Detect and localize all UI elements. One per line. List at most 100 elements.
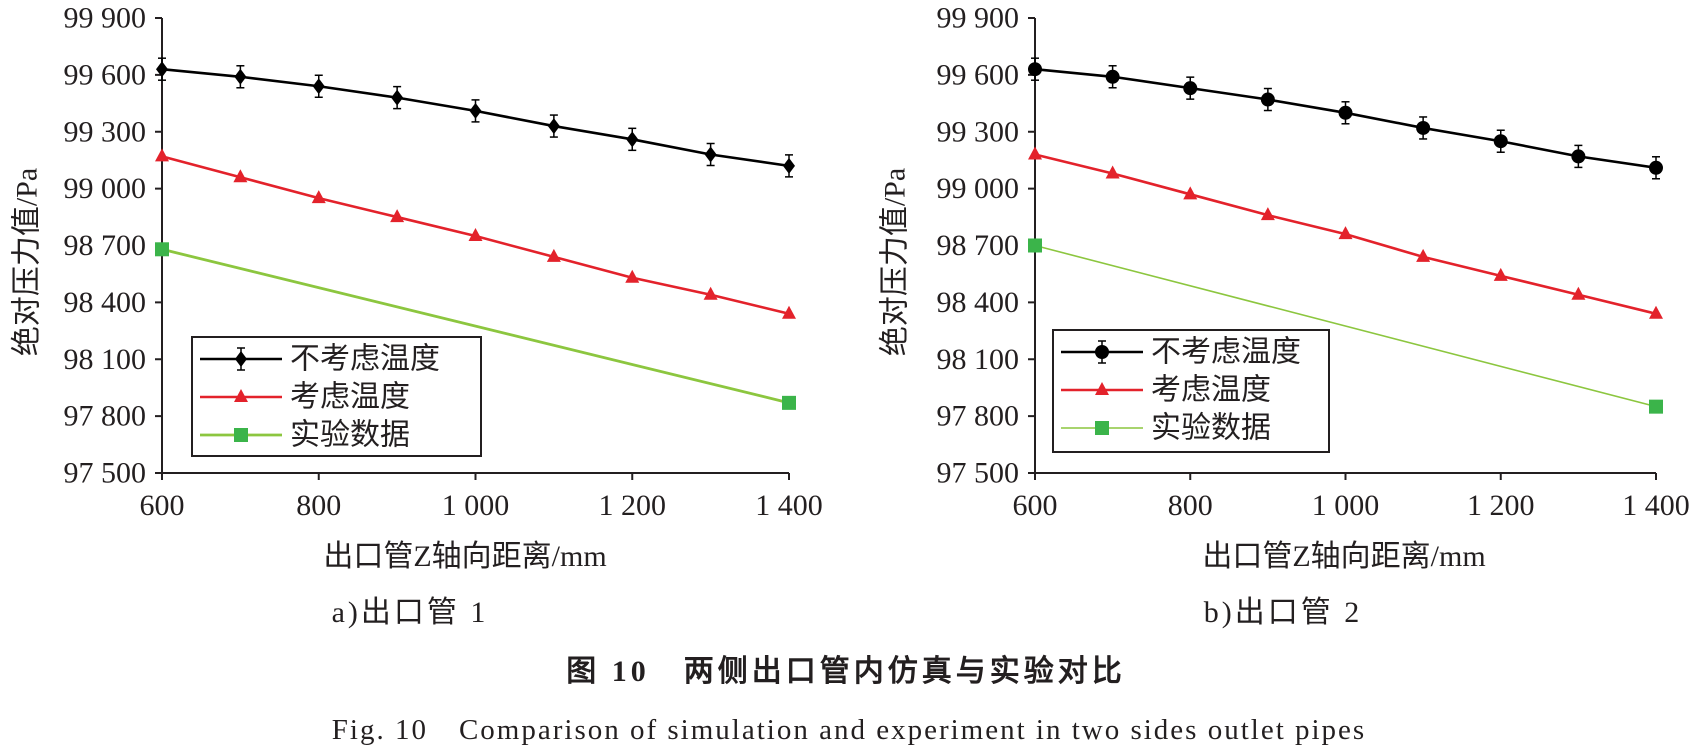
y-tick-label: 99 300 — [64, 115, 147, 148]
legend-label: 考虑温度 — [290, 381, 410, 414]
series-1 — [155, 148, 796, 319]
data-point-marker — [704, 146, 717, 163]
data-point-marker — [1338, 105, 1353, 120]
data-point-marker — [1028, 146, 1042, 160]
data-point-marker — [155, 242, 169, 257]
data-point-marker — [155, 148, 169, 162]
data-point-marker — [1571, 286, 1586, 300]
y-tick-label: 98 700 — [937, 229, 1020, 262]
x-tick-label: 1 000 — [1312, 489, 1380, 522]
y-tick-label: 99 000 — [64, 172, 147, 205]
data-point-marker — [1649, 399, 1663, 414]
y-tick-label: 98 100 — [64, 343, 147, 376]
data-point-marker — [546, 248, 561, 262]
data-point-marker — [1493, 267, 1508, 281]
legend-item: 考虑温度 — [200, 381, 410, 414]
data-point-marker — [1183, 81, 1198, 96]
legend-item: 实验数据 — [1061, 412, 1271, 445]
series-0 — [156, 57, 795, 178]
legend-marker — [1095, 382, 1109, 395]
data-point-marker — [625, 269, 640, 283]
series-2 — [1028, 238, 1663, 414]
y-tick-label: 98 400 — [937, 286, 1020, 319]
y-tick-label: 99 000 — [937, 172, 1020, 205]
x-axis-label: 出口管Z轴向距离/mm — [323, 540, 606, 573]
figure-caption-en: Fig. 10 Comparison of simulation and exp… — [332, 714, 1366, 746]
series-1 — [1028, 146, 1663, 319]
data-point-marker — [1028, 62, 1042, 77]
subcaption: b)出口管 2 — [1204, 596, 1363, 629]
x-axis-label: 出口管Z轴向距离/mm — [1202, 540, 1485, 573]
y-tick-label: 99 600 — [64, 58, 147, 91]
legend-label: 不考虑温度 — [290, 343, 440, 376]
data-point-marker — [783, 157, 795, 174]
y-tick-label: 99 600 — [937, 58, 1020, 91]
legend-label: 不考虑温度 — [1151, 336, 1301, 369]
data-point-marker — [391, 89, 404, 106]
data-point-marker — [156, 61, 168, 78]
y-tick-label: 97 800 — [64, 400, 147, 433]
legend-item: 考虑温度 — [1061, 374, 1271, 407]
data-point-marker — [1028, 238, 1042, 253]
subcaption: a)出口管 1 — [332, 596, 489, 629]
y-tick-label: 98 100 — [937, 343, 1020, 376]
series-2 — [155, 242, 796, 410]
x-tick-label: 600 — [140, 489, 185, 522]
data-point-marker — [234, 68, 247, 85]
y-tick-label: 98 400 — [64, 286, 147, 319]
legend-label: 考虑温度 — [1151, 374, 1271, 407]
data-point-marker — [1183, 186, 1198, 200]
x-tick-label: 1 400 — [1622, 489, 1690, 522]
data-point-marker — [626, 131, 639, 148]
data-point-marker — [1416, 120, 1431, 135]
x-tick-label: 800 — [296, 489, 341, 522]
data-point-marker — [1105, 165, 1120, 179]
x-tick-label: 1 200 — [1467, 489, 1535, 522]
y-tick-label: 97 500 — [937, 457, 1020, 490]
data-point-marker — [1105, 69, 1120, 84]
data-point-marker — [1260, 92, 1275, 107]
data-point-marker — [1416, 248, 1431, 262]
y-axis-label: 绝对压力值/Pa — [11, 168, 44, 356]
legend-marker — [1095, 421, 1109, 435]
data-point-marker — [782, 395, 796, 410]
data-point-marker — [312, 78, 325, 95]
x-tick-label: 1 000 — [442, 489, 510, 522]
data-point-marker — [233, 169, 248, 183]
x-tick-label: 1 400 — [755, 489, 823, 522]
chart-b: 绝对压力值/Pa 出口管Z轴向距离/mm b)出口管 2 99 900 99 60… — [879, 2, 1690, 630]
data-point-marker — [469, 102, 482, 119]
data-point-marker — [1260, 207, 1275, 221]
series-0 — [1028, 57, 1663, 180]
legend-label: 实验数据 — [1151, 412, 1271, 445]
y-tick-label: 99 900 — [937, 2, 1020, 35]
series-line — [161, 247, 790, 405]
legend-marker — [1095, 345, 1109, 359]
y-tick-label: 97 800 — [937, 400, 1020, 433]
legend-item: 不考虑温度 — [200, 343, 440, 376]
legend-marker — [234, 389, 248, 402]
data-point-marker — [1493, 134, 1508, 149]
y-tick-label: 99 900 — [64, 2, 147, 35]
legend-item: 不考虑温度 — [1061, 336, 1301, 369]
figure-caption-cn: 图 10 两侧出口管内仿真与实验对比 — [566, 654, 1126, 688]
data-point-marker — [390, 209, 405, 223]
x-tick-label: 800 — [1168, 489, 1213, 522]
data-point-marker — [703, 286, 718, 300]
y-axis-label: 绝对压力值/Pa — [879, 168, 912, 356]
legend-marker — [235, 351, 247, 367]
y-tick-label: 99 300 — [937, 115, 1020, 148]
x-tick-label: 600 — [1013, 489, 1058, 522]
data-point-marker — [1649, 305, 1663, 319]
data-point-marker — [311, 190, 326, 204]
chart-a: 绝对压力值/Pa 出口管Z轴向距离/mm a)出口管 1 99 900 99 60… — [11, 2, 823, 630]
data-point-marker — [1571, 149, 1586, 164]
data-point-marker — [1338, 226, 1353, 240]
legend-label: 实验数据 — [290, 419, 410, 452]
data-point-marker — [782, 305, 796, 319]
x-tick-label: 1 200 — [599, 489, 667, 522]
legend-marker — [234, 428, 248, 442]
